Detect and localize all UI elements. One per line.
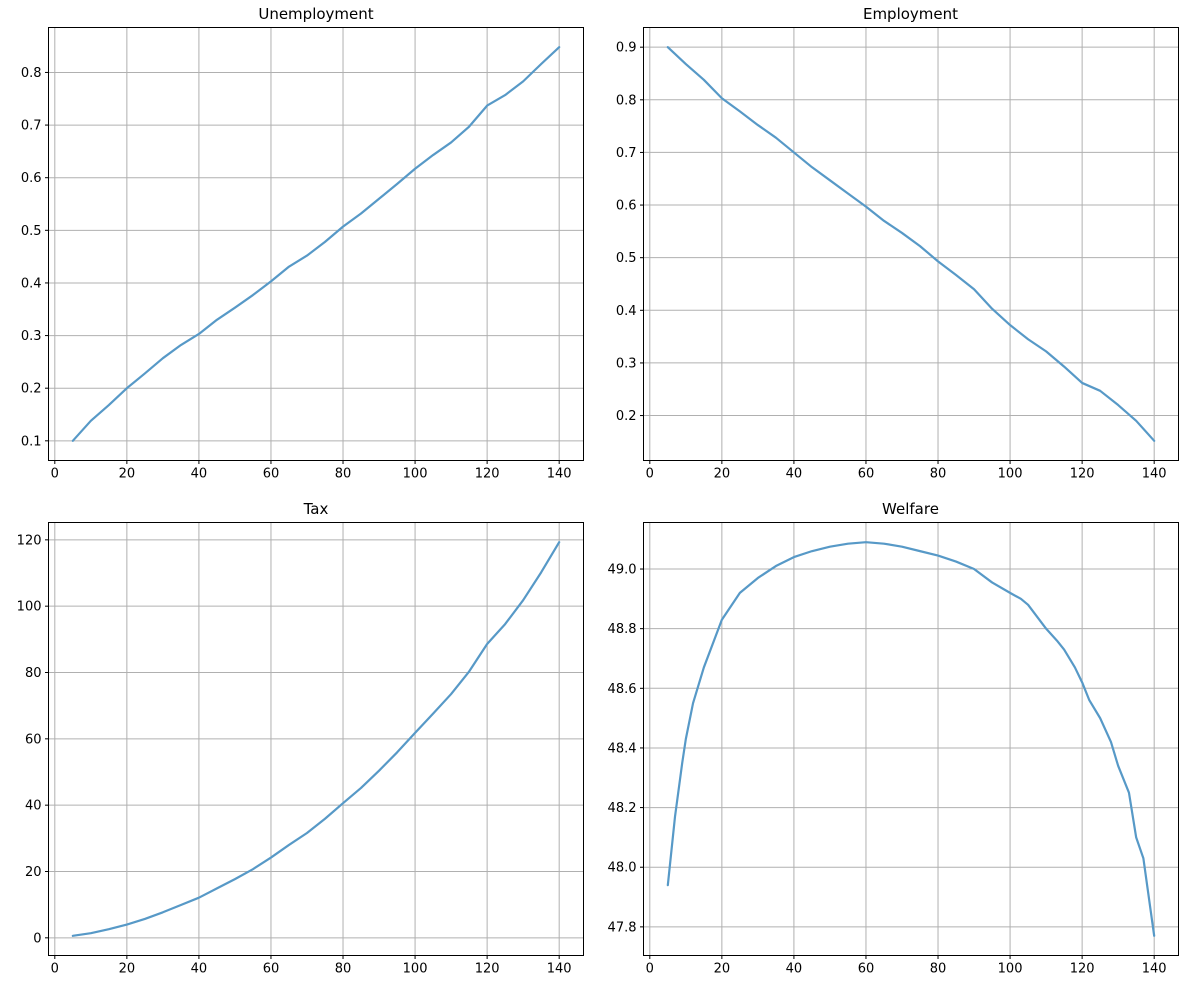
y-tick-label: 0.1 <box>21 434 42 449</box>
y-tick-label: 0.5 <box>615 251 636 266</box>
axes-spines <box>642 521 1179 956</box>
x-tick-label: 40 <box>191 961 208 976</box>
x-tick-label: 60 <box>857 961 874 976</box>
x-tick-label: 0 <box>645 467 653 482</box>
y-tick-label: 48.2 <box>607 801 636 816</box>
series-line <box>666 540 1155 937</box>
y-tick-label: 100 <box>17 599 42 614</box>
subplot-employment: Employment 0 20 40 60 80 100 120 140 0.2 0.3 0.4 0.… <box>595 0 1189 495</box>
x-tick-label: 40 <box>785 467 802 482</box>
x-tick-label: 140 <box>1141 961 1166 976</box>
y-tick-label: 0 <box>33 931 41 946</box>
chart-title-employment: Employment <box>862 5 959 23</box>
chart-title-welfare: Welfare <box>882 499 939 518</box>
y-tick-label: 48.0 <box>607 860 636 875</box>
x-tick-label: 140 <box>1141 467 1166 482</box>
y-tick-label: 0.3 <box>615 356 636 371</box>
y-tick-label: 0.7 <box>615 146 636 161</box>
series-line <box>71 540 561 937</box>
chart-title-tax: Tax <box>303 499 329 518</box>
x-tick-label: 60 <box>263 961 280 976</box>
x-tick-label: 80 <box>929 467 946 482</box>
x-tick-label: 80 <box>929 961 946 976</box>
chart-title-unemployment: Unemployment <box>258 5 374 23</box>
x-tick-label: 0 <box>645 961 653 976</box>
x-tick-label: 140 <box>547 467 572 482</box>
x-tick-label: 20 <box>119 961 136 976</box>
y-tick-label: 0.4 <box>21 276 42 291</box>
employment-plot: 0 20 40 60 80 100 120 140 0.2 0.3 0.4 0.5 0.6 0.7 0.8 0… <box>615 27 1179 482</box>
y-tick-label: 40 <box>25 798 42 813</box>
x-tick-label: 0 <box>51 467 59 482</box>
series-line <box>71 46 561 442</box>
x-tick-label: 100 <box>403 961 428 976</box>
y-tick-label: 48.8 <box>607 622 636 637</box>
y-tick-label: 0.5 <box>21 224 42 239</box>
y-tick-label: 48.4 <box>607 741 636 756</box>
y-tick-label: 0.6 <box>615 199 636 214</box>
y-tick-label: 48.6 <box>607 681 636 696</box>
y-tick-label: 0.9 <box>615 41 636 56</box>
x-tick-label: 40 <box>191 467 208 482</box>
subplot-welfare: Welfare 0 20 40 60 80 100 120 140 47.8 48.0 48.2 48… <box>595 495 1189 989</box>
subplot-tax: Tax 0 20 40 60 80 100 120 140 0 20 40 60 80 100 120 <box>0 495 595 989</box>
x-tick-label: 80 <box>335 961 352 976</box>
axes-spines <box>642 27 1179 461</box>
y-tick-label: 49.0 <box>607 562 636 577</box>
y-tick-label: 0.4 <box>615 304 636 319</box>
y-tick-label: 80 <box>25 666 42 681</box>
x-tick-label: 100 <box>997 961 1022 976</box>
y-tick-label: 0.2 <box>615 409 636 424</box>
y-tick-label: 120 <box>17 533 42 548</box>
x-tick-label: 120 <box>1069 961 1094 976</box>
y-tick-label: 0.8 <box>615 93 636 108</box>
series-line <box>666 46 1155 442</box>
x-tick-label: 20 <box>713 961 730 976</box>
x-tick-label: 60 <box>857 467 874 482</box>
y-tick-label: 20 <box>25 864 42 879</box>
x-tick-label: 140 <box>547 961 572 976</box>
x-tick-label: 60 <box>263 467 280 482</box>
x-tick-label: 80 <box>335 467 352 482</box>
welfare-plot: 0 20 40 60 80 100 120 140 47.8 48.0 48.2 48.4 48.6 48… <box>607 521 1179 976</box>
x-tick-label: 40 <box>785 961 802 976</box>
x-tick-label: 20 <box>713 467 730 482</box>
y-tick-label: 0.7 <box>21 119 42 134</box>
subplot-unemployment: Unemployment 0 20 40 60 80 100 120 140 0.1 0.2 0.3… <box>0 0 595 495</box>
tax-plot: 0 20 40 60 80 100 120 140 0 20 40 60 80 100 120 <box>17 521 584 976</box>
y-tick-label: 0.3 <box>21 329 42 344</box>
y-tick-label: 0.8 <box>21 66 42 81</box>
x-tick-label: 120 <box>475 961 500 976</box>
x-tick-label: 20 <box>119 467 136 482</box>
x-tick-label: 100 <box>997 467 1022 482</box>
x-tick-label: 120 <box>475 467 500 482</box>
y-tick-label: 47.8 <box>607 920 636 935</box>
unemployment-plot: 0 20 40 60 80 100 120 140 0.1 0.2 0.3 0.4 0.5 0.6 0.7 0… <box>21 27 584 482</box>
x-tick-label: 120 <box>1069 467 1094 482</box>
x-tick-label: 0 <box>51 961 59 976</box>
y-tick-label: 0.6 <box>21 171 42 186</box>
y-tick-label: 60 <box>25 732 42 747</box>
x-tick-label: 100 <box>403 467 428 482</box>
axes-spines <box>48 27 584 461</box>
y-tick-label: 0.2 <box>21 382 42 397</box>
